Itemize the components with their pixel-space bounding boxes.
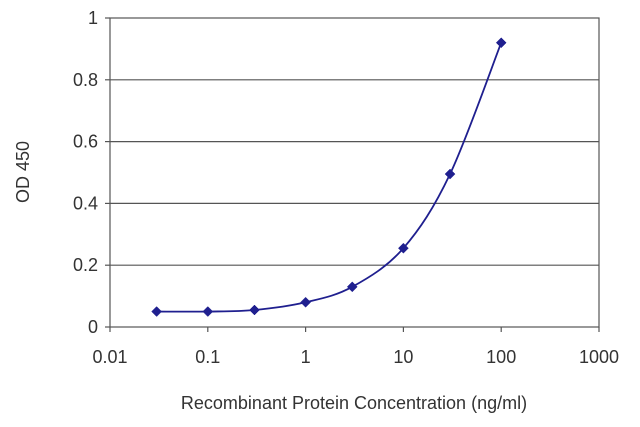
x-tick-label: 10 [393,347,413,367]
data-point-marker [495,37,507,49]
plot-area-frame [109,17,600,328]
y-tick-label: 0.2 [73,255,98,275]
y-axis-ticks: 0 0.2 0.4 0.6 0.8 1 [73,8,110,337]
x-tick-label: 1000 [579,347,619,367]
y-tick-label: 0.8 [73,70,98,90]
data-markers [151,37,507,317]
gridlines [110,79,599,266]
x-tick-label: 100 [486,347,516,367]
data-point-marker [300,296,311,308]
data-point-marker [398,242,409,254]
x-axis-ticks: 0.01 0.1 1 10 100 1000 [92,327,619,367]
data-point-marker [444,168,456,180]
x-tick-label: 0.1 [195,347,220,367]
data-point-marker [346,281,358,293]
data-point-marker [202,306,214,317]
y-tick-label: 1 [88,8,98,28]
data-point-marker [151,306,163,317]
y-axis-title: OD 450 [13,141,33,203]
x-tick-label: 0.01 [92,347,127,367]
y-tick-label: 0.4 [73,193,98,213]
y-tick-label: 0 [88,317,98,337]
x-tick-label: 1 [301,347,311,367]
data-point-marker [249,304,260,316]
y-tick-label: 0.6 [73,132,98,152]
x-axis-title: Recombinant Protein Concentration (ng/ml… [181,393,527,413]
